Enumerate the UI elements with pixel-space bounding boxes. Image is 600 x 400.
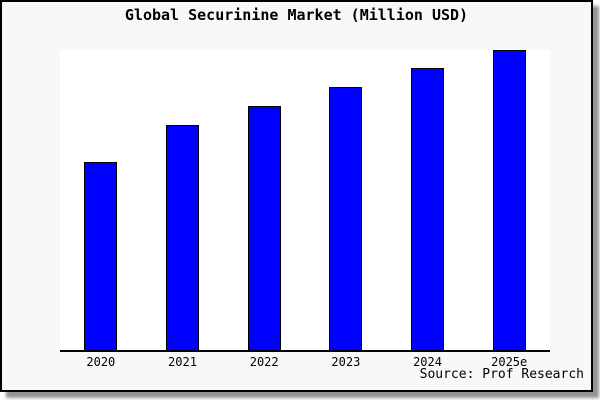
x-tick-labels: 2020 2021 2022 2023 2024 2025e <box>60 355 550 369</box>
bar-2024 <box>411 68 445 350</box>
x-tick-label-2021: 2021 <box>168 355 197 369</box>
x-tick-label-2020: 2020 <box>86 355 116 369</box>
bar-slot <box>223 50 305 350</box>
bar-2023 <box>329 86 363 350</box>
bar-slot <box>387 50 469 350</box>
x-axis-line <box>60 350 550 352</box>
x-tick-label-2023: 2023 <box>331 355 361 369</box>
bar-2021 <box>166 125 199 350</box>
bar-slot <box>60 50 142 350</box>
source-note: Source: Prof Research <box>419 367 584 382</box>
bar-slot <box>468 50 550 350</box>
chart-title: Global Securinine Market (Million USD) <box>124 6 469 24</box>
x-tick-label-2025e: 2025e <box>491 355 528 369</box>
bar-slot <box>142 50 224 350</box>
plot-area <box>60 50 550 350</box>
chart-frame: Global Securinine Market (Million USD) 2… <box>0 0 593 392</box>
bar-2022 <box>247 106 281 350</box>
bar-2020 <box>84 161 118 350</box>
bars <box>60 50 550 350</box>
bar-2025e <box>492 50 526 350</box>
x-tick-label-2022: 2022 <box>249 355 279 369</box>
bar-slot <box>305 50 387 350</box>
x-tick-label-2024: 2024 <box>413 355 442 369</box>
